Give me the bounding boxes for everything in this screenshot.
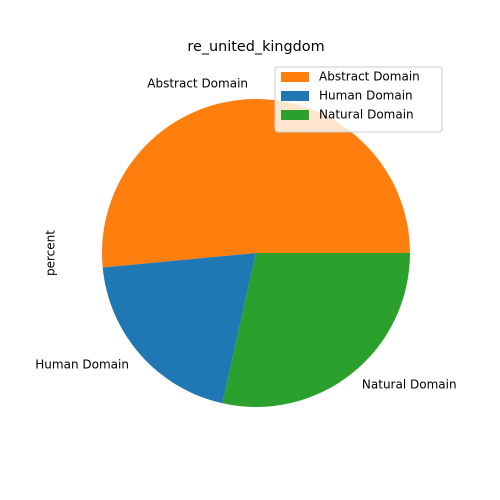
legend-label-natural-domain: Natural Domain: [319, 108, 414, 122]
slice-label-abstract-domain: Abstract Domain: [147, 76, 248, 90]
pie-slice-abstract-domain: [102, 98, 410, 268]
legend-swatch-abstract-domain: [281, 72, 309, 82]
legend-swatch-natural-domain: [281, 110, 309, 120]
pie-slice-natural-domain: [222, 253, 410, 407]
slice-label-natural-domain: Natural Domain: [362, 378, 457, 392]
legend-label-human-domain: Human Domain: [319, 89, 413, 103]
pie-slices: [102, 98, 410, 407]
legend-frame: [274, 66, 443, 133]
slice-label-human-domain: Human Domain: [35, 358, 129, 372]
pie-slice-labels: Abstract Domain Human Domain Natural Domai…: [35, 76, 456, 391]
legend-label-abstract-domain: Abstract Domain: [319, 70, 420, 84]
pie-slice-human-domain: [102, 253, 256, 404]
legend-swatch-human-domain: [281, 91, 309, 101]
chart-title: re_united_kingdom: [187, 39, 324, 55]
y-axis-label: percent: [44, 230, 58, 276]
legend: Abstract Domain Human Domain Natural Domai…: [274, 66, 443, 133]
